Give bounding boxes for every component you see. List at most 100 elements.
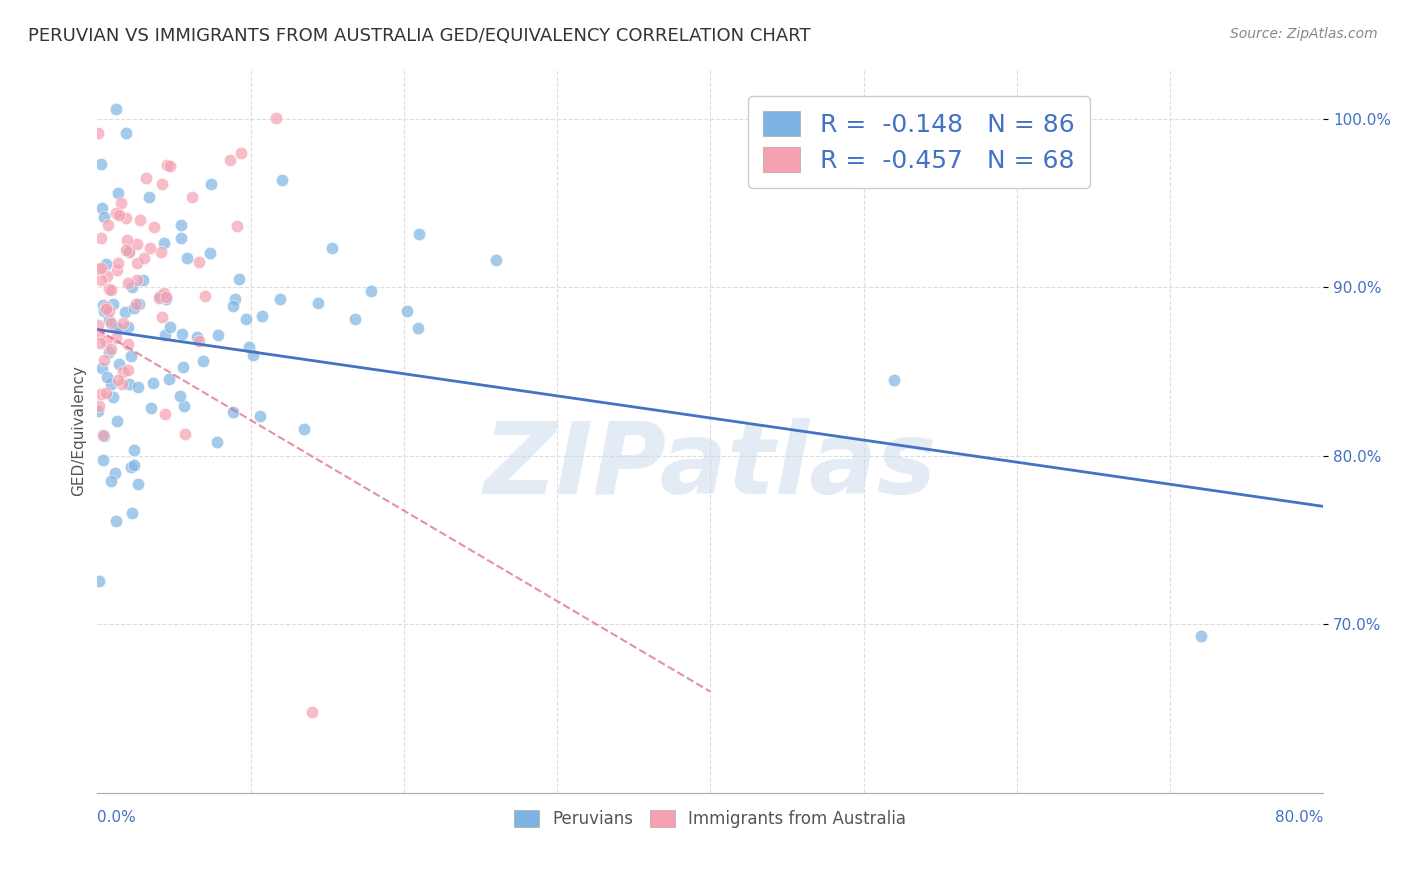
Point (157, 372, 180, 386)
Point (170, 231, 193, 245)
Point (344, 312, 367, 326)
Point (294, 422, 316, 436)
Point (264, 111, 287, 125)
Point (169, 389, 191, 403)
Point (89, 574, 111, 588)
Legend: Peruvians, Immigrants from Australia: Peruvians, Immigrants from Australia (508, 804, 912, 835)
Point (98, 304, 121, 318)
Point (229, 146, 252, 161)
Point (120, 459, 142, 474)
Point (242, 348, 264, 362)
Point (124, 442, 146, 457)
Point (174, 426, 197, 441)
Point (129, 213, 152, 227)
Point (98, 345, 121, 359)
Point (115, 126, 138, 140)
Point (125, 297, 148, 311)
Point (90, 273, 112, 287)
Point (148, 291, 170, 305)
Point (127, 380, 149, 394)
Point (121, 280, 143, 294)
Point (110, 196, 132, 211)
Point (87, 262, 110, 277)
Point (159, 319, 181, 334)
Point (142, 220, 165, 235)
Point (96, 269, 118, 284)
Point (94, 386, 117, 401)
Point (101, 390, 124, 404)
Point (105, 102, 128, 116)
Point (96, 369, 118, 384)
Text: Source: ZipAtlas.com: Source: ZipAtlas.com (1230, 27, 1378, 41)
Point (105, 263, 128, 277)
Point (96, 301, 118, 315)
Point (117, 319, 139, 334)
Point (117, 336, 139, 351)
Point (155, 290, 177, 304)
Point (91, 297, 114, 311)
Point (269, 292, 291, 306)
Point (250, 309, 273, 323)
Point (112, 316, 135, 330)
Point (122, 458, 145, 473)
Point (107, 414, 129, 428)
Text: 80.0%: 80.0% (1275, 810, 1323, 824)
Y-axis label: GED/Equivalency: GED/Equivalency (72, 365, 86, 496)
Point (194, 288, 217, 302)
Point (187, 255, 209, 269)
Point (218, 153, 240, 167)
Point (94, 257, 117, 271)
Point (117, 276, 139, 290)
Point (138, 190, 160, 204)
Point (193, 354, 215, 368)
Point (131, 273, 153, 287)
Point (114, 211, 136, 225)
Point (90, 156, 112, 170)
Point (883, 373, 905, 387)
Text: ZIPatlas: ZIPatlas (484, 418, 936, 516)
Point (93, 303, 115, 318)
Point (114, 305, 136, 319)
Point (100, 342, 122, 356)
Point (408, 321, 430, 335)
Point (139, 401, 162, 416)
Point (149, 244, 172, 259)
Point (226, 219, 249, 233)
Point (360, 284, 382, 298)
Point (104, 205, 127, 219)
Point (152, 235, 174, 250)
Point (170, 327, 193, 342)
Point (207, 327, 229, 342)
Point (108, 357, 131, 371)
Point (120, 349, 142, 363)
Point (97, 218, 120, 232)
Point (238, 340, 260, 354)
Point (125, 273, 148, 287)
Point (200, 177, 222, 191)
Point (222, 299, 245, 313)
Point (111, 365, 134, 379)
Point (159, 159, 181, 173)
Point (89, 399, 111, 413)
Point (93, 429, 115, 443)
Point (96, 334, 118, 348)
Point (222, 405, 245, 419)
Point (89, 260, 111, 275)
Point (101, 296, 124, 310)
Point (228, 271, 250, 285)
Point (125, 255, 148, 269)
Point (93, 352, 115, 367)
Point (107, 373, 129, 387)
Point (127, 476, 149, 491)
Point (100, 316, 122, 330)
Point (117, 363, 139, 377)
Point (207, 435, 229, 450)
Point (153, 286, 176, 301)
Point (108, 208, 131, 222)
Point (100, 474, 122, 488)
Point (87, 404, 110, 418)
Point (87, 326, 110, 341)
Point (90, 231, 112, 245)
Point (90, 361, 112, 376)
Point (134, 251, 156, 265)
